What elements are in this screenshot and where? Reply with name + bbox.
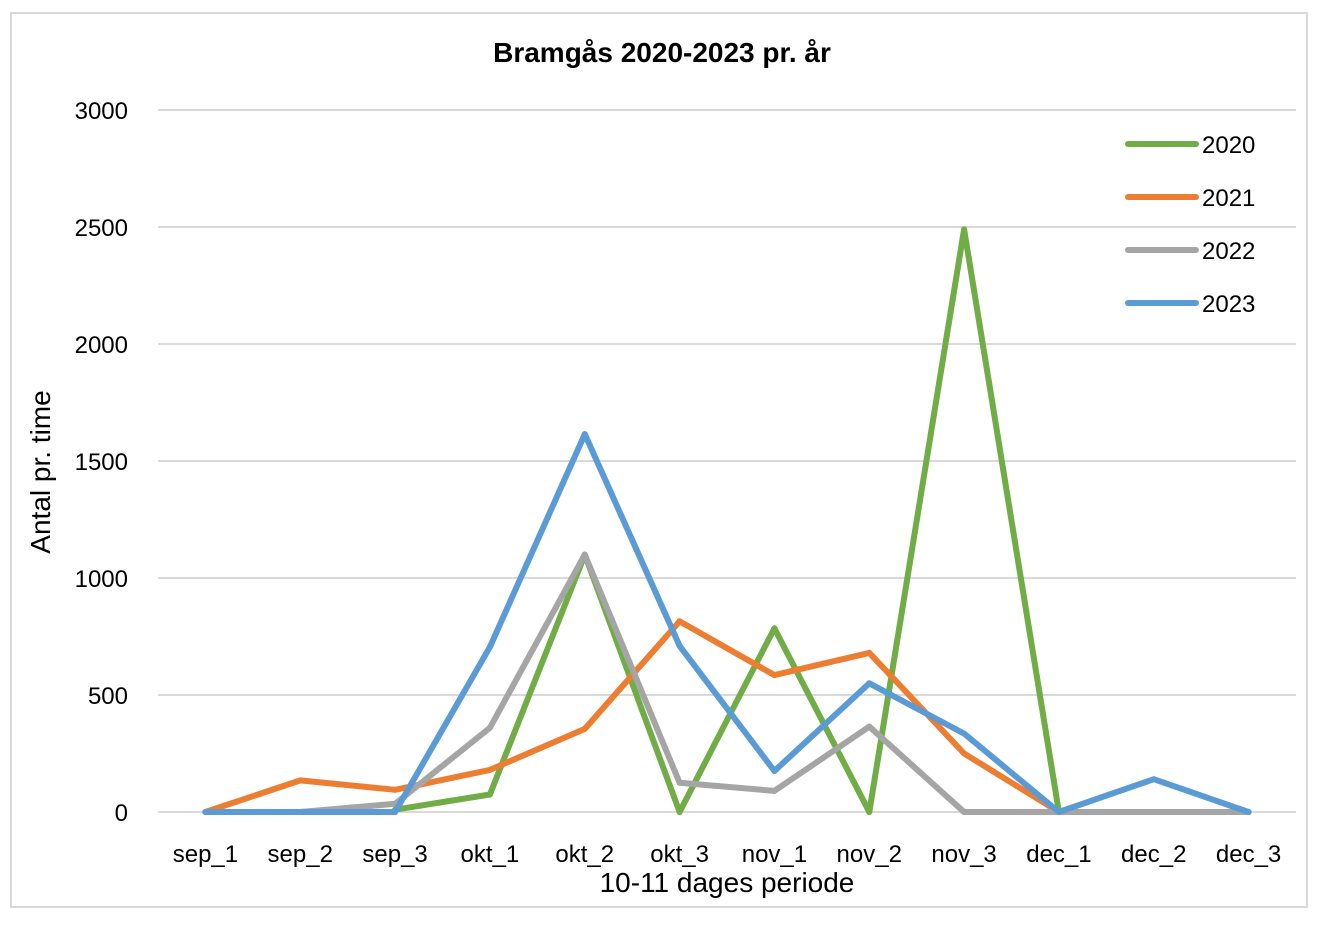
data-point-2020	[771, 625, 778, 632]
y-tick-label: 1500	[75, 449, 128, 476]
x-tick-label: sep_1	[173, 841, 238, 868]
data-point-2023	[961, 730, 968, 737]
data-point-2023	[581, 431, 588, 438]
data-point-2023	[1055, 809, 1062, 815]
x-tick-label: dec_2	[1121, 841, 1186, 868]
data-point-2021	[961, 750, 968, 757]
x-tick-label: dec_3	[1216, 841, 1281, 868]
data-point-2022	[771, 787, 778, 794]
data-point-2023	[486, 644, 493, 651]
data-point-2022	[961, 809, 968, 815]
data-point-2021	[581, 725, 588, 732]
data-point-2021	[486, 766, 493, 773]
data-point-2021	[676, 618, 683, 625]
data-point-2021	[866, 649, 873, 656]
y-tick-label: 500	[88, 683, 128, 710]
x-tick-label: okt_2	[555, 841, 614, 868]
y-tick-label: 3000	[75, 98, 128, 125]
y-tick-label: 2500	[75, 215, 128, 242]
legend-label: 2023	[1202, 291, 1255, 318]
series-lines	[202, 226, 1252, 815]
x-tick-label: sep_3	[362, 841, 427, 868]
data-point-2020	[486, 791, 493, 798]
legend-label: 2021	[1202, 185, 1255, 212]
data-point-2023	[297, 809, 304, 815]
y-tick-label: 1000	[75, 566, 128, 593]
x-tick-label: nov_1	[742, 841, 807, 868]
data-point-2021	[392, 786, 399, 793]
x-tick-label: dec_1	[1026, 841, 1091, 868]
x-tick-label: sep_2	[268, 841, 333, 868]
data-point-2023	[1150, 776, 1157, 783]
y-axis-label: Antal pr. time	[25, 390, 56, 553]
y-tick-label: 2000	[75, 332, 128, 359]
x-axis-ticks: sep_1 sep_2 sep_3 okt_1 okt_2 okt_3 nov_1 nov_2…	[173, 841, 1282, 868]
x-tick-label: okt_1	[461, 841, 520, 868]
legend: 2020 2021 2022 2023	[1125, 132, 1255, 318]
x-tick-label: nov_2	[837, 841, 902, 868]
legend-label: 2022	[1202, 238, 1255, 265]
series-line-2023	[202, 431, 1252, 815]
data-point-2023	[392, 809, 399, 815]
data-point-2022	[486, 724, 493, 731]
data-point-2021	[297, 777, 304, 784]
data-point-2023	[771, 768, 778, 775]
y-tick-label: 0	[115, 800, 128, 827]
data-point-2022	[866, 723, 873, 730]
data-point-2021	[771, 672, 778, 679]
data-point-2022	[581, 551, 588, 558]
y-axis-ticks: 0 500 1000 1500 2000 2500 3000	[75, 98, 128, 827]
data-point-2023	[676, 642, 683, 649]
data-point-2022	[1150, 809, 1157, 815]
x-tick-label: nov_3	[931, 841, 996, 868]
series-line-2020	[392, 226, 1062, 815]
series-line-2022	[202, 551, 1252, 815]
data-point-2020	[961, 226, 968, 233]
data-point-2023	[202, 809, 209, 815]
data-point-2022	[676, 779, 683, 786]
data-point-2020	[676, 809, 683, 815]
x-axis-label: 10-11 dages periode	[600, 867, 855, 898]
data-point-2020	[866, 809, 873, 815]
data-point-2023	[866, 680, 873, 687]
chart-title: Bramgås 2020-2023 pr. år	[493, 37, 831, 68]
x-tick-label: okt_3	[650, 841, 709, 868]
data-point-2023	[1245, 809, 1252, 815]
legend-label: 2020	[1202, 132, 1255, 159]
